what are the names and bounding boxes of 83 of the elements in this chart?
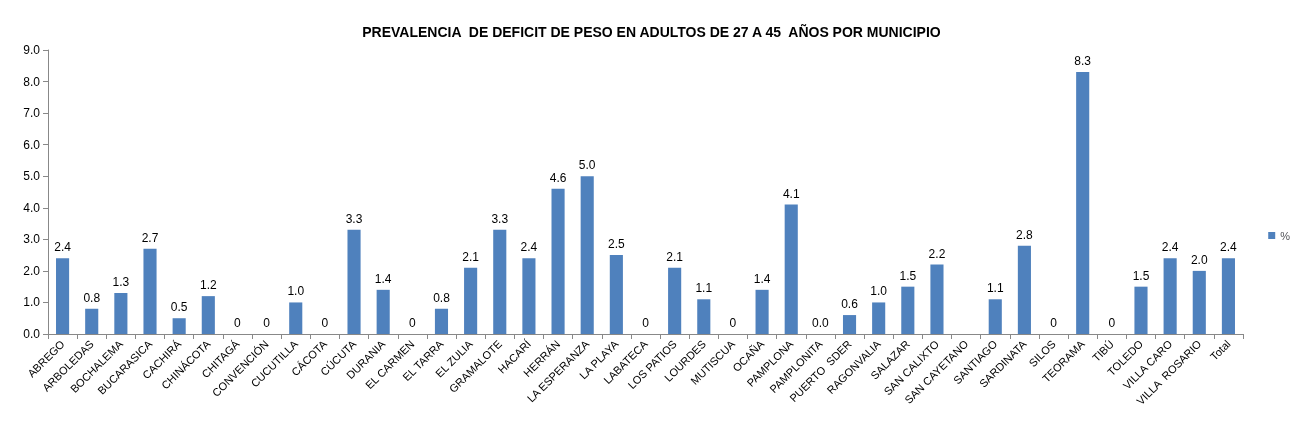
data-label: 3.3 — [491, 211, 509, 226]
data-label: 0 — [263, 316, 271, 330]
data-label: 2.1 — [462, 249, 480, 264]
bar — [1163, 258, 1177, 334]
data-label: 2.2 — [928, 246, 946, 261]
data-label: 2.4 — [520, 240, 538, 255]
data-label: 0.6 — [841, 297, 859, 312]
data-label: 8.3 — [1074, 54, 1092, 69]
data-label: 4.6 — [549, 170, 567, 185]
data-label: 0 — [1108, 316, 1116, 330]
data-label: 0 — [729, 316, 737, 330]
data-label: 0 — [234, 316, 242, 330]
bar — [988, 299, 1002, 334]
bar — [580, 176, 594, 334]
data-label: 0.5 — [170, 300, 188, 315]
bar — [522, 258, 536, 334]
data-label: 0 — [321, 316, 329, 330]
bar — [1134, 286, 1148, 334]
data-label: 0.8 — [433, 290, 451, 305]
y-tick-label: 3.0 — [23, 232, 41, 247]
y-tick-label: 1.0 — [23, 295, 41, 310]
data-label: 2.4 — [1161, 240, 1179, 255]
data-label: 1.3 — [112, 274, 130, 289]
data-label: 4.1 — [782, 186, 800, 201]
bar — [464, 267, 478, 334]
bar — [930, 264, 944, 334]
bar — [172, 318, 186, 334]
data-label: 2.5 — [608, 237, 626, 252]
bar — [1221, 258, 1235, 334]
data-label: 2.4 — [1220, 240, 1238, 255]
y-tick-label: 2.0 — [23, 263, 41, 278]
data-label: 1.5 — [899, 268, 917, 283]
chart-title: PREVALENCIA DE DEFICIT DE PESO EN ADULTOS DE 27 A 45 AÑOS POR MUNICIPIO — [362, 23, 941, 40]
bar — [56, 258, 70, 334]
data-label: 0.0 — [812, 316, 830, 330]
bar — [901, 286, 915, 334]
bar — [755, 289, 769, 334]
bar — [376, 289, 390, 334]
data-label: 1.0 — [870, 284, 888, 299]
y-tick-label: 8.0 — [23, 74, 41, 89]
data-label: 1.4 — [753, 271, 771, 286]
y-tick-label: 7.0 — [23, 106, 41, 121]
data-label: 2.7 — [141, 230, 159, 245]
bar — [114, 292, 128, 334]
bar — [551, 188, 565, 334]
data-label: 1.1 — [986, 281, 1004, 296]
bar — [1076, 72, 1090, 334]
data-label: 0 — [408, 316, 416, 330]
bar — [697, 299, 711, 334]
y-tick-label: 6.0 — [23, 137, 41, 152]
data-label: 1.0 — [287, 284, 305, 299]
data-label: 2.8 — [1016, 227, 1034, 242]
data-label: 1.4 — [374, 271, 392, 286]
data-label: 5.0 — [578, 158, 596, 173]
data-label: 2.1 — [666, 249, 684, 264]
data-label: 1.1 — [695, 281, 713, 296]
data-label: 1.2 — [199, 278, 217, 293]
bar — [201, 296, 215, 334]
y-tick-label: 0.0 — [23, 327, 41, 341]
data-label: 3.3 — [345, 211, 363, 226]
bar — [493, 229, 507, 334]
y-tick-label: 9.0 — [23, 43, 41, 57]
data-label: 0 — [642, 316, 650, 330]
data-label: 0.8 — [83, 290, 101, 305]
bar — [668, 267, 682, 334]
bar — [85, 308, 99, 334]
bar — [1017, 245, 1031, 334]
data-label: 1.5 — [1132, 268, 1150, 283]
bar — [1192, 270, 1206, 334]
y-tick-label: 5.0 — [23, 169, 41, 184]
bar — [784, 204, 798, 334]
bar — [143, 248, 157, 334]
y-tick-label: 4.0 — [23, 200, 41, 215]
bar — [289, 302, 303, 334]
bar — [609, 255, 623, 334]
bar — [434, 308, 449, 334]
data-label: 2.0 — [1190, 252, 1208, 267]
data-label: 0 — [1050, 316, 1058, 330]
bar — [872, 302, 886, 334]
legend-label: % — [1280, 229, 1291, 242]
bar — [842, 315, 857, 334]
bar — [347, 229, 361, 334]
data-label: 2.4 — [54, 240, 72, 255]
